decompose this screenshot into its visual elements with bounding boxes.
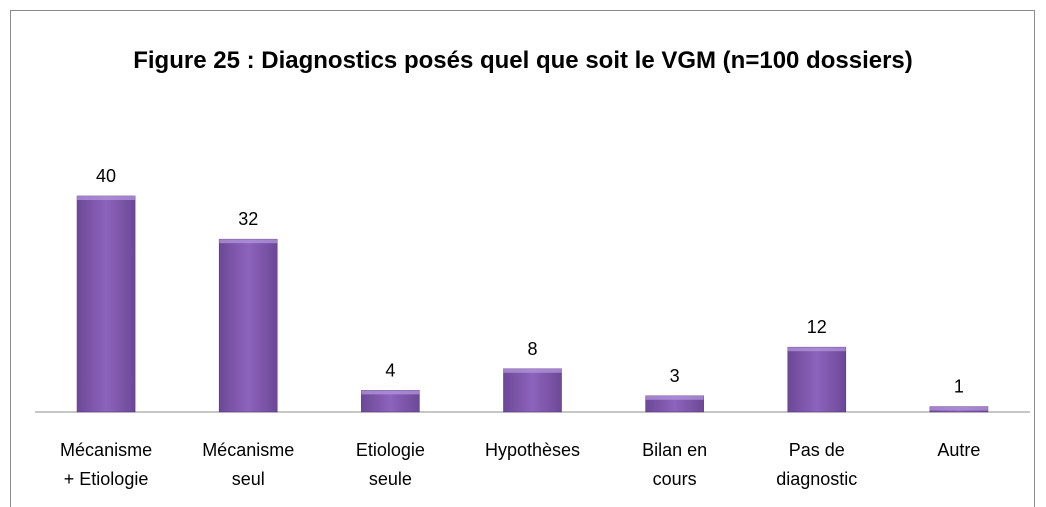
data-label: 40 [96, 166, 116, 186]
bar-top [77, 196, 136, 200]
x-tick-label: Pas de diagnostic [776, 440, 858, 489]
chart-frame [10, 10, 1035, 507]
data-label: 32 [238, 209, 258, 229]
x-tick-label: Mécanisme seul [202, 440, 295, 489]
bar [218, 238, 278, 413]
bar-top [219, 239, 278, 244]
bar-top [929, 406, 988, 411]
data-label: 12 [807, 317, 827, 337]
data-label: 3 [670, 366, 680, 386]
data-label: 4 [385, 360, 395, 380]
bar-top [787, 347, 846, 352]
x-tick-label: Hypothèses [484, 440, 581, 460]
bar-top [503, 368, 562, 373]
x-tick-label: Bilan en cours [642, 440, 708, 489]
data-label: 1 [954, 377, 964, 397]
x-tick-label: Autre [937, 440, 981, 460]
bar [76, 195, 136, 413]
x-tick-label: Mécanisme + Etiologie [60, 440, 153, 489]
data-label: 8 [527, 339, 537, 359]
bar [503, 368, 562, 413]
chart-title: Figure 25 : Diagnostics posés quel que s… [133, 47, 913, 74]
bar-top [361, 390, 420, 395]
bar [787, 346, 847, 413]
x-tick-label: Etiologie seule [355, 440, 425, 489]
bar-top [645, 395, 704, 400]
